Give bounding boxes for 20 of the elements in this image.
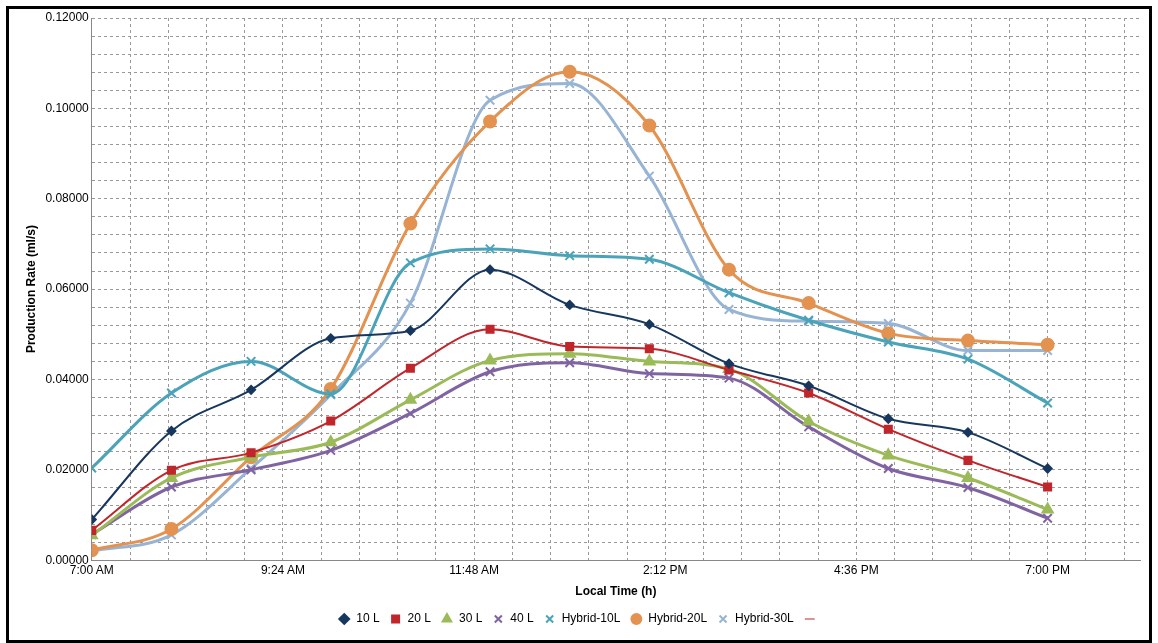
x-axis-title: Local Time (h) xyxy=(575,584,657,599)
legend-label: 20 L xyxy=(407,611,432,626)
legend-label: 30 L xyxy=(458,611,483,626)
x-tick-label: 11:48 AM xyxy=(449,562,500,577)
y-axis-title: Production Rate (ml/s) xyxy=(23,225,38,354)
y-tick-label: 0.12000 xyxy=(45,10,90,25)
legend-label: 10 L xyxy=(356,611,380,626)
y-tick-label: 0.10000 xyxy=(45,100,90,115)
legend-label: Hybrid-10L xyxy=(561,611,621,626)
legend-label: Hybrid-20L xyxy=(648,611,708,626)
x-tick-label: 2:12 PM xyxy=(642,562,688,577)
y-tick-label: 0.02000 xyxy=(45,462,90,477)
y-tick-label: 0.06000 xyxy=(45,281,90,296)
y-tick-label: 0.04000 xyxy=(45,371,90,386)
x-tick-label: 4:36 PM xyxy=(834,562,879,577)
legend-label: Hybrid-30L xyxy=(735,611,795,626)
x-tick-label: 7:00 PM xyxy=(1025,562,1070,577)
legend-label: 40 L xyxy=(510,611,534,626)
y-tick-label: 0.08000 xyxy=(45,191,90,206)
x-tick-label: 9:24 AM xyxy=(260,562,305,577)
